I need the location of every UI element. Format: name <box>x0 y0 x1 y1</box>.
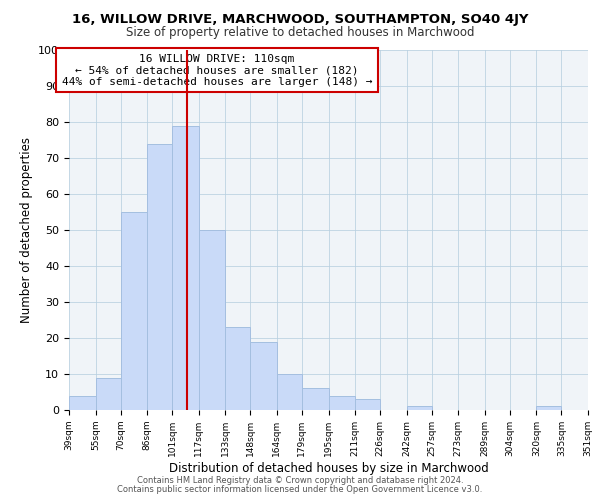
Text: Contains public sector information licensed under the Open Government Licence v3: Contains public sector information licen… <box>118 485 482 494</box>
Bar <box>407 406 431 410</box>
Bar <box>355 399 380 410</box>
Bar <box>172 126 199 410</box>
Bar <box>302 388 329 410</box>
Bar <box>69 396 95 410</box>
Text: Contains HM Land Registry data © Crown copyright and database right 2024.: Contains HM Land Registry data © Crown c… <box>137 476 463 485</box>
Text: 16, WILLOW DRIVE, MARCHWOOD, SOUTHAMPTON, SO40 4JY: 16, WILLOW DRIVE, MARCHWOOD, SOUTHAMPTON… <box>72 12 528 26</box>
Bar <box>329 396 355 410</box>
Text: Size of property relative to detached houses in Marchwood: Size of property relative to detached ho… <box>126 26 474 39</box>
Bar <box>95 378 121 410</box>
Bar <box>536 406 562 410</box>
Bar <box>121 212 147 410</box>
Bar <box>250 342 277 410</box>
Bar <box>199 230 226 410</box>
Bar <box>277 374 302 410</box>
X-axis label: Distribution of detached houses by size in Marchwood: Distribution of detached houses by size … <box>169 462 488 474</box>
Y-axis label: Number of detached properties: Number of detached properties <box>20 137 33 323</box>
Bar <box>226 327 250 410</box>
Text: 16 WILLOW DRIVE: 110sqm
← 54% of detached houses are smaller (182)
44% of semi-d: 16 WILLOW DRIVE: 110sqm ← 54% of detache… <box>62 54 372 87</box>
Bar <box>147 144 172 410</box>
